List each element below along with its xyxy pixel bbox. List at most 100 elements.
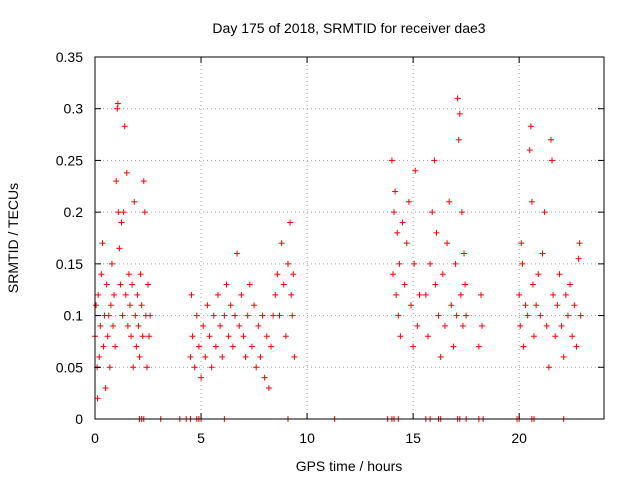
data-point: [97, 322, 104, 329]
data-point: [120, 209, 127, 216]
data-point: [284, 260, 291, 267]
data-point: [554, 302, 561, 309]
data-point: [462, 281, 469, 288]
data-point: [396, 260, 403, 267]
data-point: [533, 302, 540, 309]
data-point: [111, 291, 118, 298]
data-point: [549, 157, 556, 164]
data-point: [573, 343, 580, 350]
data-point: [431, 157, 438, 164]
plot-frame: [94, 56, 605, 420]
data-point: [537, 312, 544, 319]
data-point: [391, 209, 398, 216]
data-point: [140, 178, 147, 185]
data-point: [147, 312, 154, 319]
data-point: [577, 312, 584, 319]
data-point: [422, 291, 429, 298]
grid-lines: [95, 57, 604, 419]
data-point: [93, 302, 100, 309]
data-point: [528, 198, 535, 205]
data-point: [429, 209, 436, 216]
data-point: [208, 364, 215, 371]
data-point: [191, 364, 198, 371]
y-tick-label: 0.25: [56, 152, 83, 168]
data-point: [210, 312, 217, 319]
data-point: [278, 240, 285, 247]
data-point: [263, 333, 270, 340]
data-point: [198, 374, 205, 381]
data-point: [139, 333, 146, 340]
y-axis-label: SRMTID / TECUs: [5, 183, 21, 293]
data-point: [446, 198, 453, 205]
data-point: [146, 333, 153, 340]
chart-title: Day 175 of 2018, SRMTID for receiver dae…: [212, 20, 485, 36]
data-point: [459, 322, 466, 329]
data-point: [215, 291, 222, 298]
x-tick-label: 0: [91, 430, 99, 446]
data-point: [132, 312, 139, 319]
data-point: [105, 312, 112, 319]
data-point: [98, 271, 105, 278]
data-point: [399, 219, 406, 226]
data-point: [401, 281, 408, 288]
data-point: [479, 322, 486, 329]
data-point: [441, 322, 448, 329]
x-axis-ticks: 0 5 10 15 20: [91, 57, 527, 446]
data-point: [427, 260, 434, 267]
data-point: [541, 209, 548, 216]
data-point: [289, 312, 296, 319]
data-point: [461, 250, 468, 257]
data-point: [121, 123, 128, 130]
data-point: [388, 157, 395, 164]
data-point: [234, 250, 241, 257]
data-point: [108, 260, 115, 267]
data-point: [395, 312, 402, 319]
data-point: [143, 364, 150, 371]
data-point: [118, 219, 125, 226]
data-point: [246, 281, 253, 288]
y-tick-label: 0.15: [56, 256, 83, 272]
data-point: [112, 343, 119, 350]
data-point: [223, 281, 230, 288]
data-points: [92, 95, 584, 402]
x-tick-label: 15: [405, 430, 421, 446]
data-point: [408, 302, 415, 309]
data-point: [452, 260, 459, 267]
data-point: [94, 395, 101, 402]
data-point: [437, 353, 444, 360]
data-point: [195, 343, 202, 350]
data-point: [392, 188, 399, 195]
data-point: [288, 291, 295, 298]
data-point: [526, 147, 533, 154]
data-point: [231, 312, 238, 319]
data-point: [113, 178, 120, 185]
data-point: [564, 312, 571, 319]
data-point: [96, 353, 103, 360]
data-point: [455, 136, 462, 143]
data-point: [265, 384, 272, 391]
data-point: [435, 312, 442, 319]
data-point: [552, 333, 559, 340]
y-tick-label: 0: [75, 411, 83, 427]
x-tick-label: 10: [299, 430, 315, 446]
data-point: [545, 364, 552, 371]
data-point: [539, 250, 546, 257]
data-point: [389, 271, 396, 278]
data-point: [187, 353, 194, 360]
data-point: [103, 281, 110, 288]
data-point: [126, 302, 133, 309]
data-point: [229, 343, 236, 350]
data-point: [531, 333, 538, 340]
data-point: [520, 343, 527, 350]
data-point: [95, 291, 102, 298]
data-point: [410, 343, 417, 350]
data-point: [125, 271, 132, 278]
data-point: [287, 219, 294, 226]
data-point: [123, 169, 130, 176]
data-point: [122, 291, 129, 298]
data-point: [102, 384, 109, 391]
data-point: [106, 364, 113, 371]
data-point: [444, 240, 451, 247]
data-point: [416, 291, 423, 298]
